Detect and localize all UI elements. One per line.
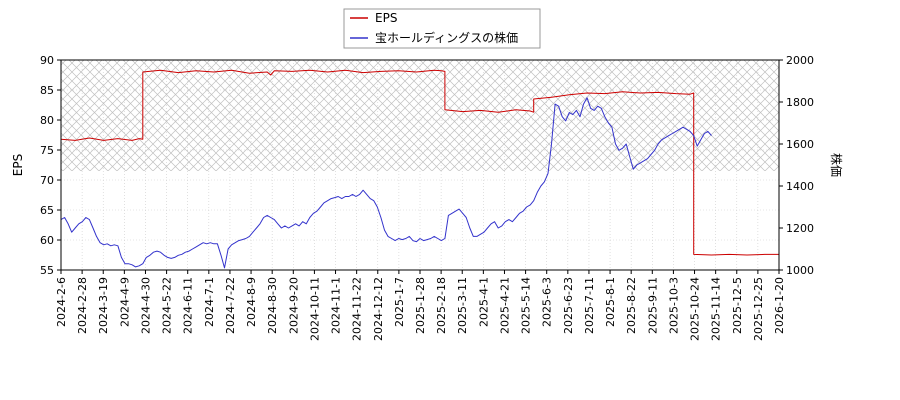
x-tick-label: 2024-8-30 bbox=[266, 277, 279, 334]
right-axis-label: 株価 bbox=[829, 153, 844, 177]
right-tick-label: 1000 bbox=[786, 264, 814, 277]
eps-shaded-band bbox=[61, 60, 779, 171]
x-tick-label: 2024-4-9 bbox=[118, 277, 131, 327]
x-tick-label: 2026-1-20 bbox=[773, 277, 786, 334]
left-tick-label: 55 bbox=[40, 264, 54, 277]
series-layer bbox=[60, 69, 779, 269]
x-tick-label: 2025-8-1 bbox=[604, 277, 617, 327]
x-tick-label: 2025-11-14 bbox=[710, 277, 723, 341]
right-tick-label: 1200 bbox=[786, 222, 814, 235]
right-tick-label: 1600 bbox=[786, 138, 814, 151]
x-tick-label: 2024-11-1 bbox=[330, 277, 343, 334]
x-tick-label: 2024-10-11 bbox=[308, 277, 321, 341]
x-tick-label: 2025-7-11 bbox=[583, 277, 596, 334]
x-tick-label: 2025-8-22 bbox=[625, 277, 638, 334]
legend: EPS 宝ホールディングスの株価 bbox=[343, 8, 541, 49]
x-tick-label: 2024-8-9 bbox=[245, 277, 258, 327]
x-axis-ticks: 2024-2-6 2024-2-28 2024-3-19 2024-4-9 2024-4… bbox=[55, 270, 786, 341]
left-tick-label: 75 bbox=[40, 144, 54, 157]
legend-price-label: 宝ホールディングスの株価 bbox=[375, 30, 518, 45]
x-tick-label: 2025-12-5 bbox=[731, 277, 744, 334]
x-tick-label: 2024-2-6 bbox=[55, 277, 68, 327]
right-tick-label: 2000 bbox=[786, 54, 814, 67]
left-tick-label: 85 bbox=[40, 84, 54, 97]
x-tick-label: 2024-6-11 bbox=[182, 277, 195, 334]
left-axis-ticks: 55 60 65 70 75 80 85 90 bbox=[40, 54, 61, 277]
legend-box bbox=[343, 8, 541, 49]
left-axis-label: EPS bbox=[11, 154, 25, 176]
x-tick-label: 2025-1-7 bbox=[393, 277, 406, 327]
right-axis-ticks: 1000 1200 1400 1600 1800 2000 bbox=[779, 54, 814, 277]
x-tick-label: 2024-7-22 bbox=[224, 277, 237, 334]
x-tick-label: 2024-4-30 bbox=[139, 277, 152, 334]
x-tick-label: 2024-12-12 bbox=[372, 277, 385, 341]
x-tick-label: 2025-6-23 bbox=[562, 277, 575, 334]
x-tick-label: 2025-10-24 bbox=[689, 277, 702, 341]
stock-price-series-line bbox=[60, 97, 712, 269]
left-tick-label: 70 bbox=[40, 174, 54, 187]
left-tick-label: 60 bbox=[40, 234, 54, 247]
x-tick-label: 2025-5-14 bbox=[520, 277, 533, 334]
left-tick-label: 80 bbox=[40, 114, 54, 127]
x-tick-label: 2025-2-18 bbox=[435, 277, 448, 334]
x-tick-label: 2025-6-3 bbox=[541, 277, 554, 327]
x-tick-label: 2024-9-20 bbox=[287, 277, 300, 334]
x-tick-label: 2025-1-28 bbox=[414, 277, 427, 334]
x-tick-label: 2024-5-22 bbox=[161, 277, 174, 334]
x-tick-label: 2024-3-19 bbox=[97, 277, 110, 334]
right-tick-label: 1800 bbox=[786, 96, 814, 109]
x-tick-label: 2025-4-21 bbox=[498, 277, 511, 334]
eps-series-line bbox=[60, 69, 779, 256]
legend-eps-label: EPS bbox=[375, 11, 397, 25]
gridlines bbox=[60, 59, 780, 271]
left-tick-label: 90 bbox=[40, 54, 54, 67]
x-tick-label: 2024-2-28 bbox=[76, 277, 89, 334]
x-tick-label: 2024-11-22 bbox=[351, 277, 364, 341]
x-tick-label: 2025-3-11 bbox=[456, 277, 469, 334]
x-tick-label: 2025-9-11 bbox=[646, 277, 659, 334]
x-tick-label: 2025-10-3 bbox=[667, 277, 680, 334]
right-tick-label: 1400 bbox=[786, 180, 814, 193]
x-tick-label: 2024-7-1 bbox=[203, 277, 216, 327]
x-tick-label: 2025-12-25 bbox=[752, 277, 765, 341]
x-tick-label: 2025-4-1 bbox=[477, 277, 490, 327]
left-tick-label: 65 bbox=[40, 204, 54, 217]
